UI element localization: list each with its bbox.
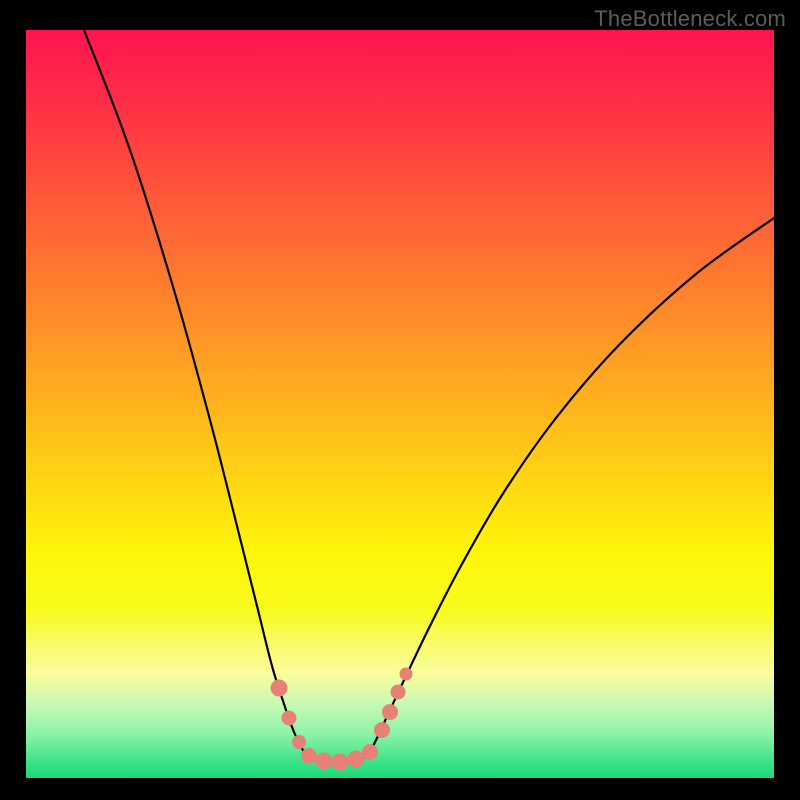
curve-layer	[26, 30, 774, 778]
marker-dot	[332, 754, 349, 771]
watermark-text: TheBottleneck.com	[594, 6, 786, 32]
marker-dot	[362, 744, 378, 760]
marker-dot	[301, 748, 317, 764]
marker-dot	[374, 722, 390, 738]
marker-dot	[316, 753, 333, 770]
marker-dot	[382, 704, 398, 720]
marker-dot	[391, 685, 406, 700]
marker-dot	[271, 680, 288, 697]
marker-dot	[282, 711, 297, 726]
plot-area	[26, 30, 774, 778]
marker-dot	[348, 751, 365, 768]
curve-right-branch	[368, 218, 774, 756]
marker-dot	[400, 668, 413, 681]
marker-group	[271, 668, 413, 771]
curve-left-branch	[84, 30, 306, 756]
marker-dot	[292, 735, 306, 749]
